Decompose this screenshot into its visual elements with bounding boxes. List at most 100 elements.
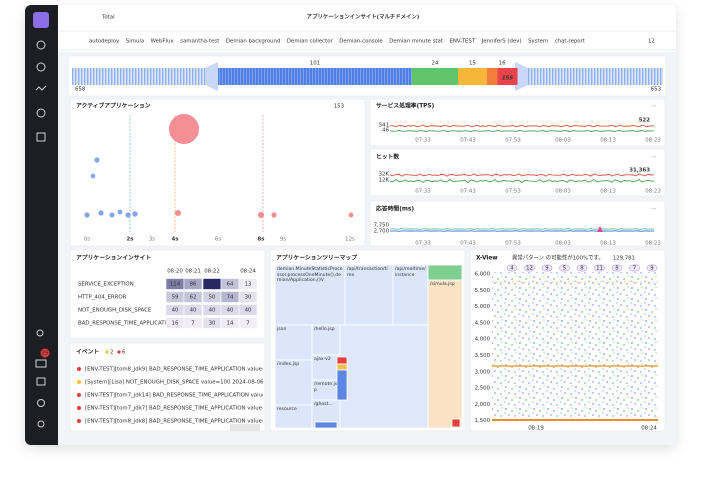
cell-value: 30: [245, 295, 252, 301]
event-dot: [77, 367, 81, 371]
menu[interactable]: ⋯: [651, 207, 656, 213]
treemap-cell[interactable]: /api/transaction/time: [345, 265, 393, 305]
x-label: 2s: [127, 237, 134, 243]
menu[interactable]: ⋯: [651, 104, 656, 110]
treemap-cell[interactable]: /remote.jsp: [312, 380, 340, 420]
x-label: 08:19: [528, 426, 544, 432]
tab[interactable]: WebFlux: [151, 39, 175, 45]
logo[interactable]: [33, 12, 49, 28]
sidebar-icons[interactable]: [35, 40, 47, 428]
panel-title: イベント: [76, 349, 99, 356]
row-name: HTTP_404_ERROR: [78, 295, 127, 301]
y-label: 7,750: [374, 223, 390, 229]
tab-count[interactable]: 12: [648, 39, 655, 45]
treemap-cell[interactable]: /simula.jsp: [428, 280, 462, 320]
y-label: 541: [379, 123, 389, 129]
treemap-cell[interactable]: /hello.jsp: [312, 325, 340, 365]
row-name: BAD_RESPONSE_TIME_APPLICATION: [78, 321, 174, 327]
tab[interactable]: JenniferS (dev): [481, 39, 522, 45]
cell-value: 16: [172, 321, 179, 327]
event-text[interactable]: [ENV-TEST][tom7_jdk7] BAD_RESPONSE_TIME_…: [85, 406, 284, 412]
segment-count: 101: [310, 61, 320, 67]
tab[interactable]: autodeploy: [89, 39, 120, 45]
cell-value: 30: [209, 321, 216, 327]
treemap-cell[interactable]: resource: [275, 405, 312, 445]
cell-value: 40: [227, 308, 234, 314]
time-label: 07:53: [505, 189, 521, 195]
heat-cell: [183, 278, 203, 290]
treemap-label: /simula.jsp: [430, 282, 455, 287]
tab[interactable]: ENV-TEST: [449, 39, 475, 45]
cell-value: 7: [191, 321, 194, 327]
chat-icon[interactable]: [35, 359, 47, 368]
treemap-cell[interactable]: demian.MinuteStatisticProcessor.processO…: [275, 265, 345, 305]
time-label: 08:23: [645, 138, 661, 144]
treemap-cell[interactable]: json: [275, 325, 312, 365]
y-label: 4,500: [475, 320, 491, 326]
event-text[interactable]: [ENV-TEST][tom8_jdk9] BAD_RESPONSE_TIME_…: [85, 367, 284, 373]
time-label: 07:43: [460, 138, 476, 144]
badge-value: 11: [596, 266, 603, 272]
segment-count: 16: [499, 61, 506, 67]
time-label: 08:13: [600, 138, 616, 144]
badge-count: 29: [42, 351, 49, 357]
summary-segment: [411, 68, 458, 85]
y-label: 6,000: [475, 272, 491, 278]
tab[interactable]: chat-report: [555, 39, 585, 45]
menu[interactable]: ⋯: [651, 155, 656, 161]
badge-value: 8: [615, 266, 619, 272]
badge: [524, 264, 535, 272]
tab[interactable]: Demian-console: [339, 39, 383, 45]
tab[interactable]: Demian collector: [287, 39, 334, 45]
time-label: 07:33: [415, 241, 431, 247]
event-text[interactable]: [System][Lisa] NOT_ENOUGH_DISK_SPACE val…: [85, 380, 281, 386]
cell-value: 7: [246, 321, 249, 327]
y-label: 2,500: [475, 386, 491, 392]
y-label: 5,000: [475, 304, 491, 310]
tab[interactable]: Demian background: [226, 39, 281, 45]
time-label: 08:13: [600, 189, 616, 195]
event-text[interactable]: [ENV-TEST][tom7_jdk14] BAD_RESPONSE_TIME…: [85, 393, 287, 399]
tab[interactable]: samantha-test: [180, 39, 219, 45]
column-header: 08:24: [240, 269, 256, 275]
history-strip: [72, 68, 205, 85]
time-label: 07:43: [460, 189, 476, 195]
summary-segment: [458, 68, 487, 85]
current-value: 31,363: [629, 168, 650, 174]
treemap-cell[interactable]: /api/realtime/instance: [393, 265, 428, 305]
treemap-cell[interactable]: ajax-v2: [312, 355, 340, 395]
column-header: 08:21: [185, 269, 201, 275]
badge-value: 4: [510, 266, 514, 272]
tab[interactable]: System: [528, 39, 548, 45]
tab[interactable]: Demian minute stat: [389, 39, 443, 45]
treemap-label: /remote.jsp: [314, 382, 338, 393]
panel-title: アクティブアプリケーション: [76, 102, 151, 110]
time-label: 07:53: [505, 138, 521, 144]
treemap-label: json: [277, 327, 287, 332]
scroll-thumb[interactable]: [230, 424, 260, 431]
badge: [611, 264, 623, 272]
treemap-cell[interactable]: /index.jsp: [275, 360, 312, 400]
y-label: 2,700: [374, 229, 390, 235]
cell-value: 40: [209, 308, 216, 314]
y-label: 4,000: [475, 337, 491, 343]
panel-title: アプリケーションツリーマップ: [276, 254, 357, 262]
event-text[interactable]: [ENV-TEST][tom8_jdk8] BAD_RESPONSE_TIME_…: [85, 419, 284, 425]
segment-count: 24: [432, 61, 439, 67]
x-label: 8s: [258, 237, 265, 243]
treemap-label: resource: [277, 407, 297, 412]
heat-cell: [238, 278, 258, 290]
cell-value: 40: [190, 308, 197, 314]
heat-cell: [183, 291, 203, 303]
panel-title: 応答時間(ms): [376, 205, 414, 213]
treemap-label: /ghost...: [314, 402, 333, 407]
alert-count: 155: [502, 76, 514, 82]
panel-title: X-View: [476, 256, 498, 262]
bubbles: [84, 114, 354, 218]
tab[interactable]: Simula: [126, 39, 144, 45]
filter[interactable]: Total: [101, 15, 115, 21]
critical-count: 6: [122, 350, 126, 356]
left-count: 658: [75, 87, 86, 93]
treemap-cell[interactable]: /ghost...: [312, 400, 340, 440]
